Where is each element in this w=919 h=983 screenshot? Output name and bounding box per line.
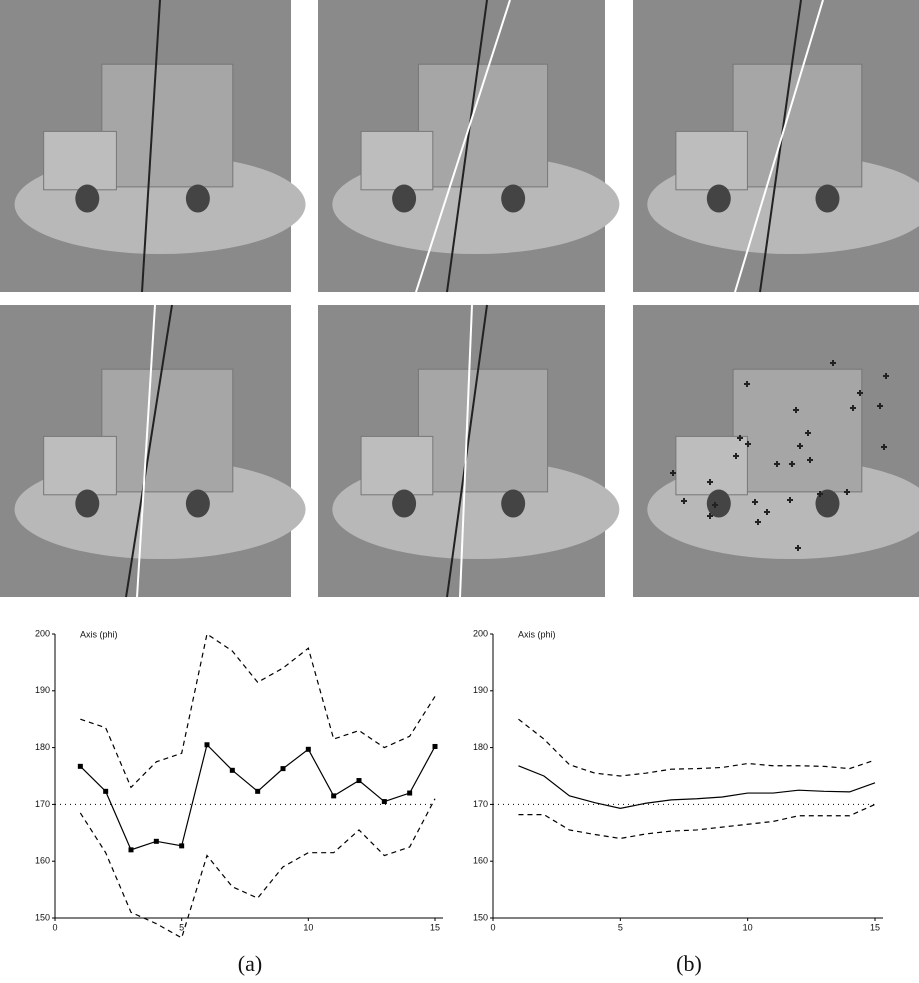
- x-tick-label: 5: [618, 922, 623, 932]
- y-tick-label: 190: [35, 685, 50, 695]
- axis-line: [141, 0, 161, 293]
- photo: [633, 0, 919, 293]
- series-line: [518, 718, 876, 777]
- point-marker: [128, 847, 134, 853]
- y-tick-label: 180: [473, 742, 488, 752]
- point-marker: [103, 788, 109, 794]
- x-tick-label: 5: [179, 922, 184, 932]
- series-line: [518, 803, 876, 840]
- photo: [318, 0, 620, 293]
- x-tick-label: 0: [490, 922, 495, 932]
- axis-line: [446, 0, 488, 293]
- point-marker: [407, 790, 413, 796]
- y-tick-label: 200: [35, 628, 50, 638]
- wheel: [501, 489, 526, 518]
- point-marker: [305, 746, 311, 752]
- wheel: [392, 489, 417, 518]
- truck-box: [417, 368, 549, 493]
- y-tick-label: 150: [35, 912, 50, 922]
- wheel: [706, 184, 731, 213]
- chart-title: Axis (phi): [80, 629, 118, 639]
- y-tick-label: 150: [473, 912, 488, 922]
- axis-line: [415, 0, 511, 293]
- wheel: [185, 489, 210, 518]
- point-marker: [204, 742, 210, 748]
- series-line: [79, 743, 436, 851]
- truck-cab: [360, 435, 434, 496]
- wheel: [185, 184, 210, 213]
- y-tick-label: 170: [473, 799, 488, 809]
- point-marker: [255, 788, 261, 794]
- truck-cab: [675, 435, 748, 496]
- point-marker: [179, 843, 185, 849]
- wheel: [815, 184, 840, 213]
- caption: (b): [676, 951, 702, 976]
- wheel: [706, 489, 731, 518]
- photo: [0, 304, 306, 598]
- y-tick-label: 190: [473, 685, 488, 695]
- x-tick-label: 15: [870, 922, 880, 932]
- photo: [318, 304, 620, 598]
- photo: [633, 305, 919, 597]
- truck-cab: [43, 435, 117, 496]
- truck-cab: [675, 130, 748, 191]
- point-marker: [77, 763, 83, 769]
- caption: (a): [238, 951, 262, 976]
- axis-line: [759, 0, 802, 293]
- wheel: [815, 489, 840, 518]
- point-marker: [280, 766, 286, 772]
- point-marker: [153, 838, 159, 844]
- wheel: [75, 184, 100, 213]
- x-tick-label: 10: [743, 922, 753, 932]
- point-marker: [381, 799, 387, 805]
- point-marker: [356, 778, 362, 784]
- truck-box: [732, 368, 863, 493]
- truck-box: [101, 63, 234, 188]
- x-tick-label: 15: [430, 922, 440, 932]
- y-tick-label: 200: [473, 628, 488, 638]
- y-tick-label: 180: [35, 742, 50, 752]
- axis-line: [734, 0, 824, 293]
- chart: 150 160 170 180 190 200 0 5 10 15 Axis (phi) (b): [473, 628, 883, 976]
- photo: [0, 0, 306, 293]
- series-line: [79, 798, 436, 939]
- y-tick-label: 160: [35, 856, 50, 866]
- wheel: [75, 489, 100, 518]
- axis-line: [136, 304, 156, 598]
- chart-title: Axis (phi): [518, 629, 556, 639]
- truck-box: [101, 368, 234, 493]
- truck-cab: [43, 130, 117, 191]
- axis-line: [125, 304, 173, 598]
- point-marker: [229, 767, 235, 773]
- x-tick-label: 0: [52, 922, 57, 932]
- point-marker: [432, 743, 438, 749]
- wheel: [392, 184, 417, 213]
- y-tick-label: 160: [473, 856, 488, 866]
- y-tick-label: 170: [35, 799, 50, 809]
- series-line: [80, 633, 436, 789]
- point-marker: [331, 793, 337, 799]
- chart: 150 160 170 180 190 200 0 5 10 15 Axis (phi) (a): [35, 628, 443, 976]
- truck-cab: [360, 130, 434, 191]
- x-tick-label: 10: [303, 922, 313, 932]
- series-line: [518, 765, 876, 809]
- wheel: [501, 184, 526, 213]
- axis-line: [459, 304, 473, 598]
